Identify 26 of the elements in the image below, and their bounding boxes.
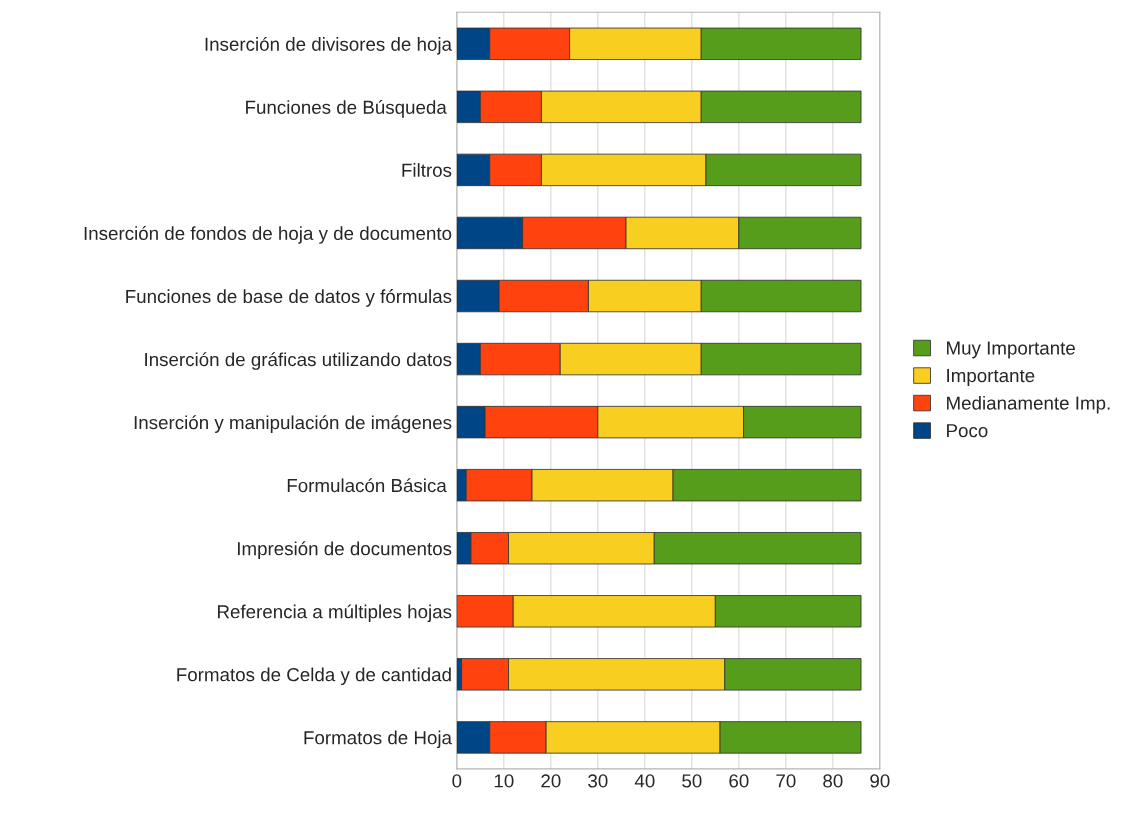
y-tick-label: Referencia a múltiples hojas <box>217 604 452 623</box>
y-tick-label: Impresión de documentos <box>237 541 452 560</box>
x-tick-label: 0 <box>452 774 462 788</box>
y-tick-label: Formulacón Básica <box>287 478 447 493</box>
y-tick-label: Formatos de Celda y de cantidad <box>177 667 451 686</box>
y-tick-label: Inserción y manipulación de imágenes <box>134 415 452 433</box>
legend-label: Poco <box>947 424 988 438</box>
y-tick-label: Filtros <box>402 163 452 177</box>
x-tick-label: 20 <box>541 774 561 788</box>
x-tick-label: 80 <box>823 774 843 788</box>
y-tick-label: Inserción de divisores de hoja <box>205 36 452 55</box>
x-tick-label: 30 <box>588 774 608 788</box>
y-tick-label: Formatos de Hoja <box>304 730 452 749</box>
x-tick-label: 10 <box>494 774 514 788</box>
x-tick-label: 40 <box>634 774 655 788</box>
y-tick-label: Inserción de gráficas utilizando datos <box>145 352 452 370</box>
y-tick-label: Funciones de base de datos y fórmulas <box>126 289 452 307</box>
y-tick-label: Inserción de fondos de hoja y de documento <box>84 226 452 244</box>
y-tick-label: Funciones de Búsqueda <box>246 99 447 118</box>
x-tick-label: 50 <box>682 774 702 788</box>
legend-label: Muy Importante <box>947 341 1075 359</box>
x-tick-label: 70 <box>776 774 796 788</box>
x-tick-label: 60 <box>729 774 749 788</box>
x-tick-label: 90 <box>870 774 890 788</box>
legend-label: Medianamente Imp. <box>947 395 1110 414</box>
legend-label: Importante <box>947 369 1035 386</box>
